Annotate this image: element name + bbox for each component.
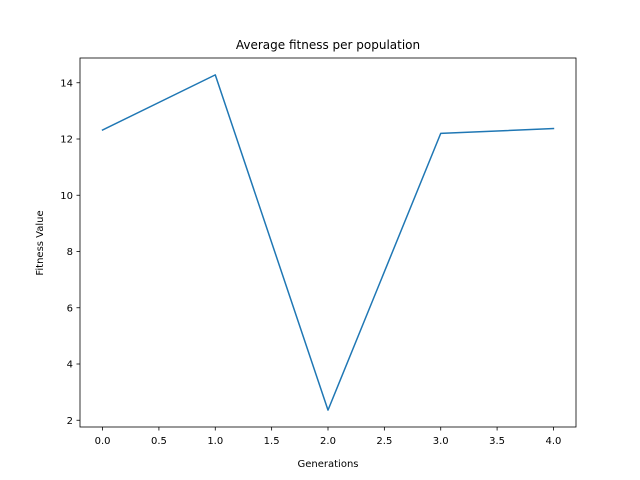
x-tick-label: 3.5: [489, 436, 505, 447]
chart-title: Average fitness per population: [236, 38, 420, 52]
y-tick-label: 12: [60, 135, 73, 146]
x-tick-label: 0.5: [151, 436, 167, 447]
plot-area: 0.0 0.5 1.0 1.5 2.0 2.5 3.0 3.5 4.0 2 4 6 8 10 12 14: [60, 57, 577, 447]
x-tick-label: 2.0: [320, 436, 336, 447]
series-line: [101, 74, 555, 411]
y-tick-label: 6: [67, 303, 73, 314]
x-tick-label: 1.0: [207, 436, 223, 447]
x-tick-label: 4.0: [546, 436, 562, 447]
x-tick-label: 2.5: [376, 436, 392, 447]
y-tick-label: 4: [67, 360, 73, 371]
y-tick-label: 14: [60, 78, 73, 89]
y-axis-label: Fitness Value: [35, 210, 46, 275]
x-tick-label: 0.0: [95, 436, 111, 447]
y-tick-label: 8: [67, 247, 73, 258]
x-tick-label: 3.0: [433, 436, 449, 447]
x-axis-label: Generations: [298, 459, 359, 470]
y-tick-label: 2: [67, 416, 73, 427]
y-tick-label: 10: [60, 191, 73, 202]
x-tick-label: 1.5: [264, 436, 280, 447]
